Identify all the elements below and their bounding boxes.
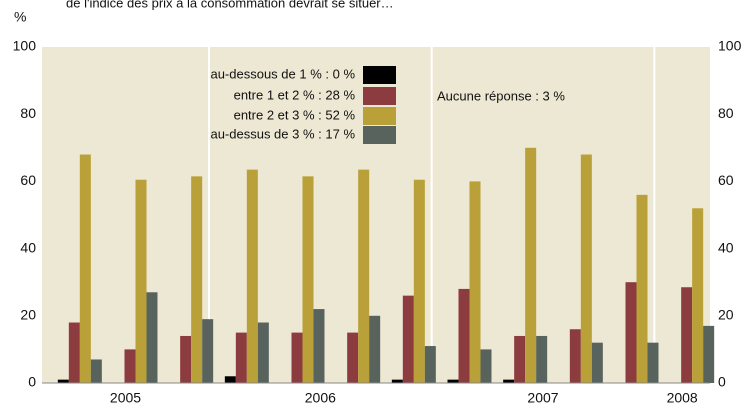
bar bbox=[480, 349, 492, 383]
bar bbox=[347, 332, 359, 383]
bar bbox=[235, 332, 247, 383]
y2-tick-label: 0 bbox=[718, 374, 726, 390]
bar bbox=[135, 179, 147, 383]
legend-swatch bbox=[363, 126, 396, 144]
y2-tick-label: 100 bbox=[718, 38, 742, 54]
y-tick-label: 60 bbox=[20, 172, 36, 188]
bar bbox=[636, 194, 648, 383]
bar bbox=[458, 288, 470, 383]
bar bbox=[191, 176, 203, 383]
bar bbox=[202, 319, 214, 383]
bar bbox=[358, 169, 370, 383]
bar bbox=[391, 379, 403, 383]
y-tick-label: 40 bbox=[20, 239, 36, 255]
x-group-label: 2006 bbox=[305, 390, 336, 406]
y-tick-label: 0 bbox=[28, 374, 36, 390]
bar bbox=[625, 282, 637, 383]
bar bbox=[424, 346, 436, 383]
legend-swatch bbox=[363, 87, 396, 105]
y2-tick-label: 60 bbox=[718, 172, 734, 188]
chart-subtitle: de l'indice des prix à la consommation d… bbox=[66, 0, 394, 10]
bar bbox=[514, 335, 526, 383]
y-tick-label: 80 bbox=[20, 105, 36, 121]
legend-label: au-dessous de 1 % : 0 % bbox=[210, 66, 355, 81]
bar bbox=[580, 154, 592, 383]
y-unit: % bbox=[14, 9, 26, 25]
bar bbox=[180, 335, 192, 383]
bar bbox=[124, 349, 136, 383]
legend-label: au-dessus de 3 % : 17 % bbox=[210, 126, 355, 141]
bar bbox=[681, 287, 693, 383]
annotation: Aucune réponse : 3 % bbox=[437, 88, 565, 103]
bar bbox=[224, 376, 236, 383]
bar bbox=[68, 322, 80, 383]
y2-tick-label: 20 bbox=[718, 307, 734, 323]
x-group-label: 2005 bbox=[110, 390, 141, 406]
y-tick-label: 100 bbox=[13, 38, 37, 54]
bar bbox=[591, 342, 603, 383]
bar bbox=[246, 169, 258, 383]
bar bbox=[536, 335, 548, 383]
bar bbox=[503, 379, 515, 383]
bar bbox=[413, 179, 425, 383]
bar bbox=[402, 295, 414, 383]
bar bbox=[569, 329, 581, 383]
bar bbox=[525, 147, 537, 383]
legend-swatch bbox=[363, 66, 396, 84]
bar bbox=[369, 315, 381, 383]
y-tick-label: 20 bbox=[20, 307, 36, 323]
y2-tick-label: 80 bbox=[718, 105, 734, 121]
bar bbox=[302, 176, 314, 383]
bar bbox=[647, 342, 659, 383]
bar bbox=[692, 208, 704, 383]
bar bbox=[146, 292, 158, 383]
bar bbox=[469, 181, 481, 383]
y2-tick-label: 40 bbox=[718, 239, 734, 255]
legend-label: entre 1 et 2 % : 28 % bbox=[234, 87, 356, 102]
bar bbox=[257, 322, 269, 383]
bar bbox=[79, 154, 91, 383]
bar bbox=[703, 325, 715, 383]
bar bbox=[90, 359, 102, 383]
bar bbox=[313, 309, 325, 383]
bar bbox=[447, 379, 459, 383]
x-group-label: 2008 bbox=[667, 390, 698, 406]
x-group-label: 2007 bbox=[527, 390, 558, 406]
legend-label: entre 2 et 3 % : 52 % bbox=[234, 107, 356, 122]
bar bbox=[57, 379, 69, 383]
legend-swatch bbox=[363, 107, 396, 125]
bar bbox=[291, 332, 303, 383]
